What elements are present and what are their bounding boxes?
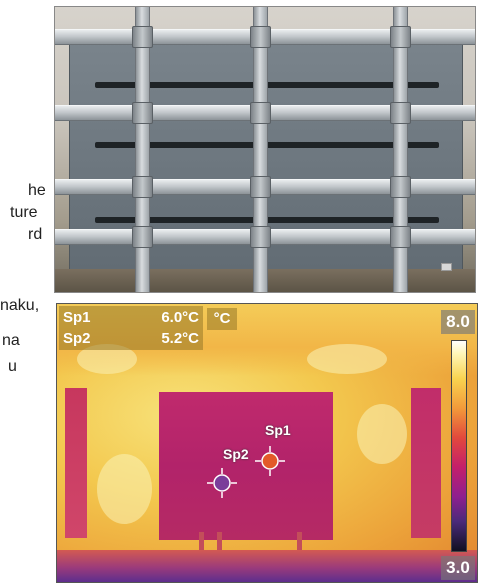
thermal-hotspot bbox=[97, 454, 152, 524]
text-fragment: rd bbox=[28, 226, 43, 243]
thermal-center-panel bbox=[159, 392, 333, 540]
pipe-clamp bbox=[132, 226, 153, 248]
vertical-pipe bbox=[135, 7, 150, 292]
readout-row-sp2: Sp2 5.2°C bbox=[63, 330, 201, 347]
readout-name: Sp2 bbox=[63, 330, 91, 347]
thermal-image: Sp1 6.0°C Sp2 5.2°C °C Sp1 Sp2 8.0 3.0 bbox=[56, 303, 478, 583]
text-fragment: na bbox=[2, 332, 20, 349]
spot-label-sp2: Sp2 bbox=[223, 446, 249, 462]
scale-max-label: 8.0 bbox=[441, 310, 475, 334]
pipe-clamp bbox=[390, 26, 411, 48]
thermal-hotspot bbox=[307, 344, 387, 374]
pipe-clamp bbox=[132, 26, 153, 48]
pipe-clamp bbox=[390, 226, 411, 248]
readout-name: Sp1 bbox=[63, 309, 91, 326]
vertical-pipe bbox=[253, 7, 268, 292]
sp2-marker-icon bbox=[207, 468, 237, 498]
thermal-post bbox=[217, 532, 222, 560]
scale-min-label: 3.0 bbox=[441, 556, 475, 580]
text-fragment: naku, bbox=[0, 297, 40, 314]
pipe-clamp bbox=[132, 176, 153, 198]
pipe-clamp bbox=[250, 26, 271, 48]
pipe-clamp bbox=[250, 176, 271, 198]
spot-readout-panel: Sp1 6.0°C Sp2 5.2°C bbox=[59, 306, 203, 350]
thermal-post bbox=[199, 532, 204, 560]
text-fragment: u bbox=[8, 358, 17, 375]
thermal-left-panel bbox=[65, 388, 87, 538]
text-fragment: he bbox=[28, 182, 46, 199]
temperature-unit: °C bbox=[207, 308, 237, 330]
readout-value: 6.0°C bbox=[161, 309, 199, 326]
readout-value: 5.2°C bbox=[161, 330, 199, 347]
panel-tag bbox=[441, 263, 452, 271]
thermal-post bbox=[297, 532, 302, 560]
thermal-right-panel bbox=[411, 388, 441, 538]
pipe-clamp bbox=[390, 102, 411, 124]
thermal-hotspot bbox=[357, 404, 407, 464]
pipe-clamp bbox=[132, 102, 153, 124]
pipe-clamp bbox=[250, 102, 271, 124]
color-scale-bar bbox=[451, 340, 467, 552]
vertical-pipe bbox=[393, 7, 408, 292]
readout-row-sp1: Sp1 6.0°C bbox=[63, 309, 201, 326]
photo-panel-frame bbox=[54, 6, 476, 293]
text-fragment: ture bbox=[10, 204, 38, 221]
sp1-marker-icon bbox=[255, 446, 285, 476]
spot-label-sp1: Sp1 bbox=[265, 422, 291, 438]
pipe-clamp bbox=[390, 176, 411, 198]
pipe-clamp bbox=[250, 226, 271, 248]
thermal-ground bbox=[57, 550, 477, 582]
